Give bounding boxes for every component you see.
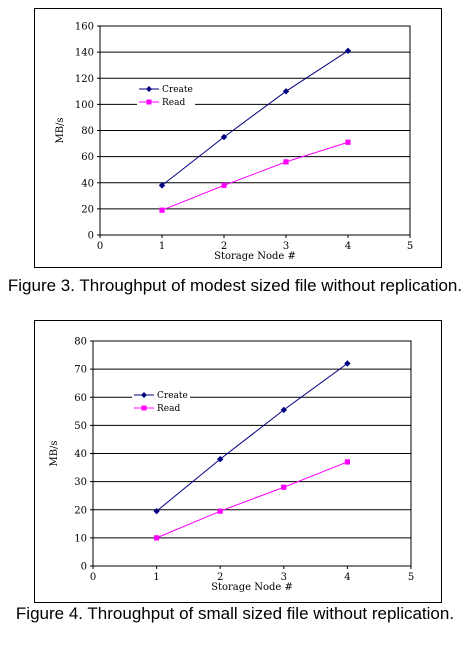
legend-marker-create	[141, 392, 147, 398]
x-tick-label: 4	[345, 241, 351, 252]
x-tick-label: 5	[407, 241, 413, 252]
figure-4-caption: Figure 4. Throughput of small sized file…	[15, 604, 455, 623]
y-tick-label: 80	[81, 126, 94, 137]
data-point-create	[282, 88, 290, 95]
data-point-read	[344, 459, 350, 465]
x-tick-label: 0	[97, 241, 103, 252]
data-point-read	[217, 508, 223, 514]
x-tick-label: 4	[344, 572, 350, 583]
data-point-create	[344, 47, 352, 55]
y-tick-label: 70	[74, 365, 87, 376]
y-tick-label: 60	[81, 152, 94, 163]
series-line-create	[161, 50, 349, 186]
x-tick-label: 2	[221, 241, 227, 252]
data-point-read	[283, 159, 289, 165]
series-line-create	[156, 363, 348, 512]
figure-3-caption: Figure 3. Throughput of modest sized fil…	[7, 276, 463, 295]
data-point-create	[217, 455, 224, 463]
y-tick-label: 20	[74, 505, 87, 516]
y-tick-label: 140	[75, 48, 94, 59]
data-point-create	[220, 133, 228, 141]
x-tick-label: 3	[281, 572, 287, 583]
y-tick-label: 60	[74, 393, 87, 404]
y-tick-label: 30	[74, 477, 87, 488]
legend-label-read: Read	[157, 404, 180, 414]
data-point-read	[345, 139, 351, 145]
y-tick-label: 160	[75, 22, 94, 33]
legend-marker-create	[146, 86, 152, 92]
legend-label-create: Create	[157, 391, 188, 401]
y-axis-title: MB/s	[49, 440, 60, 466]
series-line-read	[161, 141, 349, 211]
y-tick-label: 0	[88, 231, 94, 242]
legend-label-read: Read	[162, 98, 185, 108]
legend: Create Read	[132, 387, 190, 415]
y-tick-label: 80	[74, 337, 87, 348]
data-point-create	[158, 182, 166, 189]
figure-4-plot: 0 10 20 30 40 50 60 70 80 0 1 2 3 4 5 Storage Node # MB/…	[49, 337, 414, 594]
figure-3-chart: 0 20 40 60 80 100 120 140 160 0 1 2 3 4 5 Storage Node …	[34, 8, 442, 268]
data-point-read	[159, 207, 165, 213]
data-point-create	[280, 406, 287, 414]
y-tick-label: 10	[74, 533, 87, 544]
data-point-create	[153, 507, 160, 515]
y-tick-label: 20	[81, 204, 94, 215]
y-axis-title: MB/s	[55, 117, 66, 143]
x-tick-label: 5	[408, 572, 414, 583]
x-axis-title: Storage Node #	[211, 582, 293, 593]
legend-marker-read	[146, 99, 152, 105]
x-tick-label: 1	[153, 572, 159, 583]
series-line-read	[156, 461, 348, 539]
legend-marker-read	[141, 405, 147, 411]
y-tick-label: 0	[81, 562, 87, 573]
legend-label-create: Create	[162, 85, 193, 95]
y-tick-label: 100	[75, 100, 94, 111]
x-tick-label: 0	[90, 572, 96, 583]
x-tick-label: 2	[217, 572, 223, 583]
x-tick-label: 1	[159, 241, 165, 252]
data-point-read	[281, 484, 287, 490]
y-tick-label: 40	[74, 449, 87, 460]
figure-3-plot: 0 20 40 60 80 100 120 140 160 0 1 2 3 4 5 Storage Node …	[55, 22, 413, 263]
data-point-create	[344, 360, 351, 367]
legend: Create Read	[137, 81, 195, 109]
y-tick-label: 40	[81, 178, 94, 189]
x-axis-title: Storage Node #	[214, 251, 296, 262]
x-tick-label: 3	[283, 241, 289, 252]
data-point-read	[221, 182, 227, 188]
data-point-read	[154, 535, 160, 541]
y-tick-label: 50	[74, 421, 87, 432]
figure-4-chart: 0 10 20 30 40 50 60 70 80 0 1 2 3 4 5 Storage Node # MB/…	[34, 320, 442, 603]
y-tick-label: 120	[75, 74, 94, 85]
